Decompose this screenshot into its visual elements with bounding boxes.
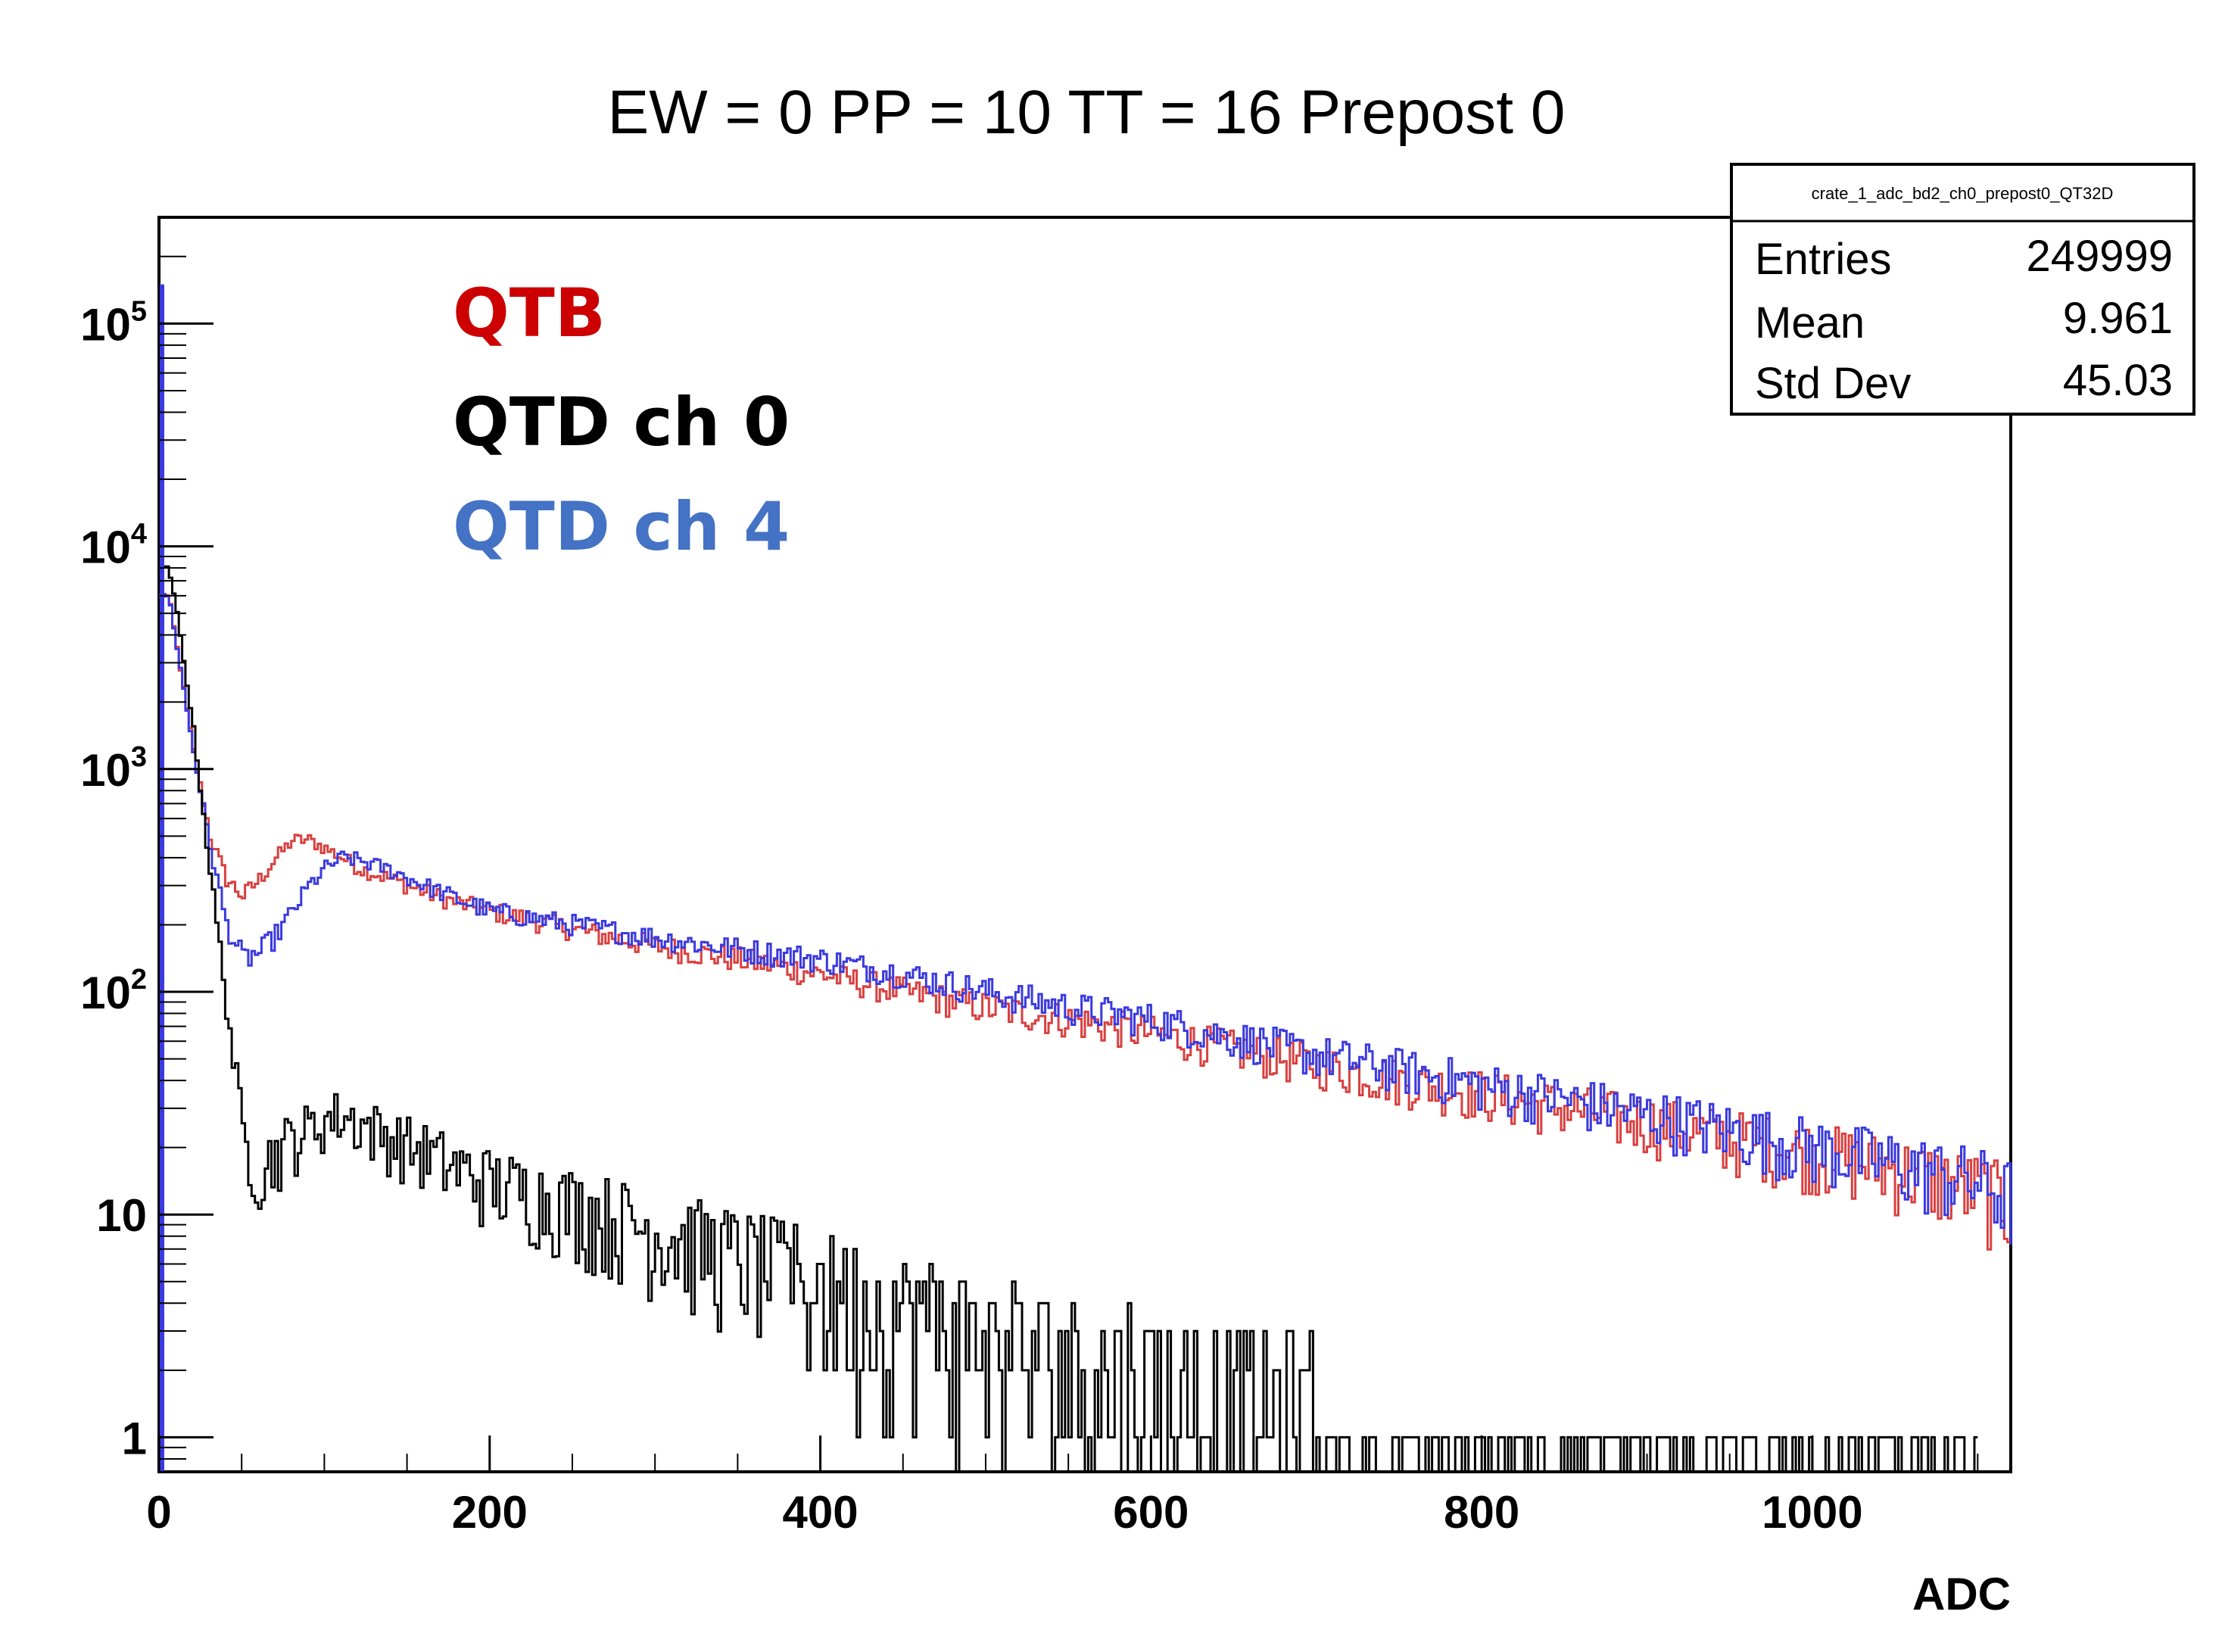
x-tick-label: 400 [783,1487,859,1538]
x-tick-label: 0 [146,1487,171,1538]
stats-stddev-label: Std Dev [1755,359,1911,408]
legend-item-qtd-ch-0: QTD ch 0 [453,383,790,461]
stats-mean-value: 9.961 [2063,294,2173,343]
series-line-qtd-ch-4 [159,593,2012,1245]
y-tick-label: 1 [122,1413,147,1463]
stats-entries-value: 249999 [2026,232,2173,281]
y-tick-label: 10 [96,1190,147,1241]
stats-histogram-name: crate_1_adc_bd2_ch0_prepost0_QT32D [1812,184,2114,203]
y-tick-label: 102 [80,964,147,1018]
chart-title: EW = 0 PP = 10 TT = 16 Prepost 0 [608,78,1566,147]
x-tick-label: 1000 [1762,1487,1862,1538]
x-tick-label: 600 [1113,1487,1189,1538]
y-tick-label: 104 [80,519,147,573]
legend-item-qtb: QTB [453,274,606,352]
x-tick-label: 800 [1444,1487,1519,1538]
legend: QTB QTD ch 0 QTD ch 4 [453,274,790,566]
series-line-qtd-ch-0 [159,565,1978,1473]
x-tick-label: 200 [452,1487,528,1538]
stats-box: crate_1_adc_bd2_ch0_prepost0_QT32D Entri… [1730,163,2195,416]
stats-stddev-value: 45.03 [2063,356,2173,405]
stats-entries-label: Entries [1755,235,1892,284]
stats-box-frame [1730,163,2195,416]
x-axis-title: ADC [1912,1569,2011,1619]
legend-item-qtd-ch-4: QTD ch 4 [453,488,790,566]
stats-mean-label: Mean [1755,298,1865,348]
y-tick-label: 105 [80,295,147,350]
series-line-qtb [159,594,2012,1251]
series-layer [159,284,2012,1473]
tick-layer: 0 200 400 600 800 1000 1 10 102 103 104 105 [80,217,1979,1538]
y-tick-label: 103 [80,741,147,796]
